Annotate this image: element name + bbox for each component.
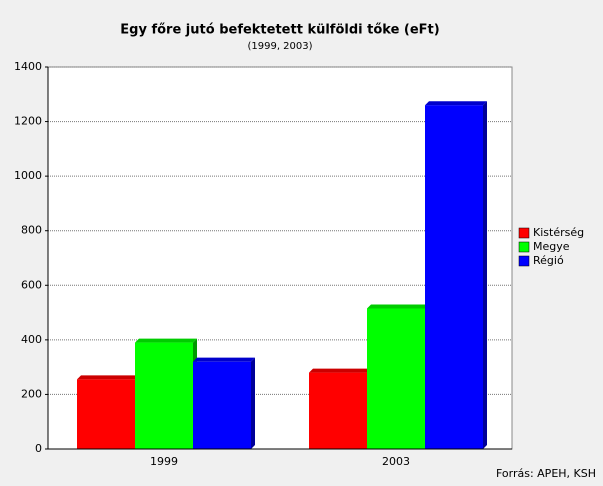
- legend-label: Kistérség: [533, 226, 584, 239]
- chart-title: Egy főre jutó befektetett külföldi tőke …: [120, 23, 439, 38]
- bar-side: [483, 101, 487, 449]
- y-tick-label: 1200: [14, 115, 42, 128]
- legend-swatch: [518, 227, 530, 239]
- bar: [367, 308, 425, 449]
- bar-top: [77, 375, 139, 380]
- legend-label: Régió: [533, 254, 564, 267]
- y-tick-label: 1000: [14, 169, 42, 182]
- y-tick-label: 0: [35, 442, 42, 455]
- chart-subtitle: (1999, 2003): [247, 41, 312, 52]
- bar-top: [135, 338, 197, 343]
- bar-side: [251, 357, 255, 449]
- y-tick-label: 1400: [14, 60, 42, 73]
- legend-label: Megye: [533, 240, 570, 253]
- bar-top: [367, 304, 429, 309]
- bar-top: [425, 101, 487, 106]
- y-tick-label: 200: [21, 387, 42, 400]
- y-tick-label: 800: [21, 224, 42, 237]
- y-tick-label: 600: [21, 278, 42, 291]
- y-tick-label: 400: [21, 333, 42, 346]
- bar-top: [193, 357, 255, 362]
- x-tick-label: 2003: [382, 455, 410, 468]
- x-tick-label: 1999: [150, 455, 178, 468]
- bar: [77, 379, 135, 449]
- bar: [193, 361, 251, 449]
- bar: [425, 105, 483, 449]
- bar: [309, 372, 367, 449]
- legend-swatch: [518, 241, 530, 253]
- bar: [135, 342, 193, 449]
- legend-swatch: [518, 255, 530, 267]
- bar-top: [309, 368, 371, 373]
- source-note: Forrás: APEH, KSH: [496, 467, 596, 480]
